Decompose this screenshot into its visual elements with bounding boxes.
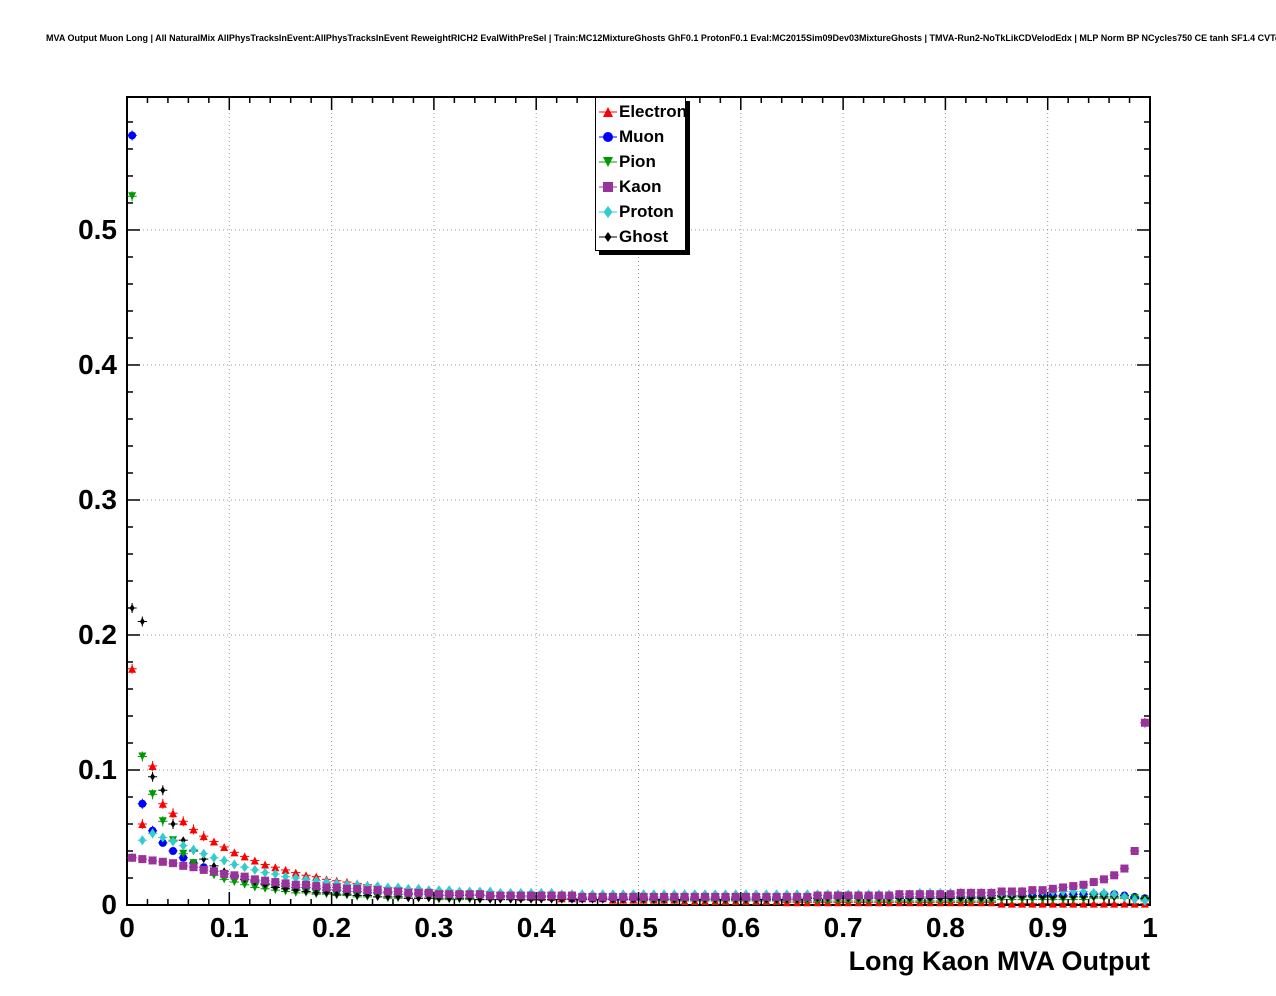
x-tick-label: 0.9 (1028, 912, 1067, 943)
legend-label: Electron (619, 102, 688, 121)
x-tick-label: 0.8 (926, 912, 965, 943)
legend-label: Pion (619, 152, 656, 171)
x-tick-label: 0.7 (824, 912, 863, 943)
legend-entry-kaon: Kaon (597, 174, 685, 199)
x-tick-label: 1 (1142, 912, 1158, 943)
legend-entry-pion: Pion (597, 149, 685, 174)
legend-label: Proton (619, 202, 674, 221)
legend-entry-proton: Proton (597, 199, 685, 224)
legend-label: Ghost (619, 227, 669, 246)
x-axis-title: Long Kaon MVA Output (848, 946, 1150, 976)
x-tick-label: 0.2 (312, 912, 351, 943)
legend-entry-muon: Muon (597, 124, 685, 149)
y-tick-label: 0 (101, 889, 117, 920)
proton-marker-icon (599, 205, 617, 218)
axis-tick-labels: 0 0.1 0.2 0.3 0.4 0.5 0.6 0.7 0.8 0.9 1 0 0.1 0.2 0.3 0… (78, 214, 1158, 943)
pion-marker-icon (599, 156, 617, 167)
x-tick-label: 0.1 (210, 912, 249, 943)
y-tick-label: 0.1 (78, 754, 117, 785)
electron-marker-icon (599, 106, 617, 117)
legend-entry-electron: Electron (597, 99, 688, 124)
y-tick-label: 0.5 (78, 214, 117, 245)
y-tick-label: 0.4 (78, 349, 117, 380)
legend: Electron Muon Pion Kaon Proton Ghost (595, 97, 688, 251)
x-tick-label: 0.4 (517, 912, 556, 943)
x-tick-label: 0.5 (619, 912, 658, 943)
legend-label: Kaon (619, 177, 662, 196)
plot-title: MVA Output Muon Long | All NaturalMix Al… (46, 33, 1276, 43)
muon-marker-icon (599, 131, 617, 142)
gridlines (127, 97, 1150, 905)
x-tick-label: 0.6 (721, 912, 760, 943)
y-tick-label: 0.2 (78, 619, 117, 650)
legend-label: Muon (619, 127, 665, 146)
y-tick-label: 0.3 (78, 484, 117, 515)
series-kaon (127, 717, 1150, 901)
ghost-marker-icon (599, 231, 617, 242)
x-tick-label: 0 (119, 912, 135, 943)
kaon-marker-icon (599, 181, 617, 192)
legend-entry-ghost: Ghost (597, 224, 685, 249)
x-tick-label: 0.3 (414, 912, 453, 943)
